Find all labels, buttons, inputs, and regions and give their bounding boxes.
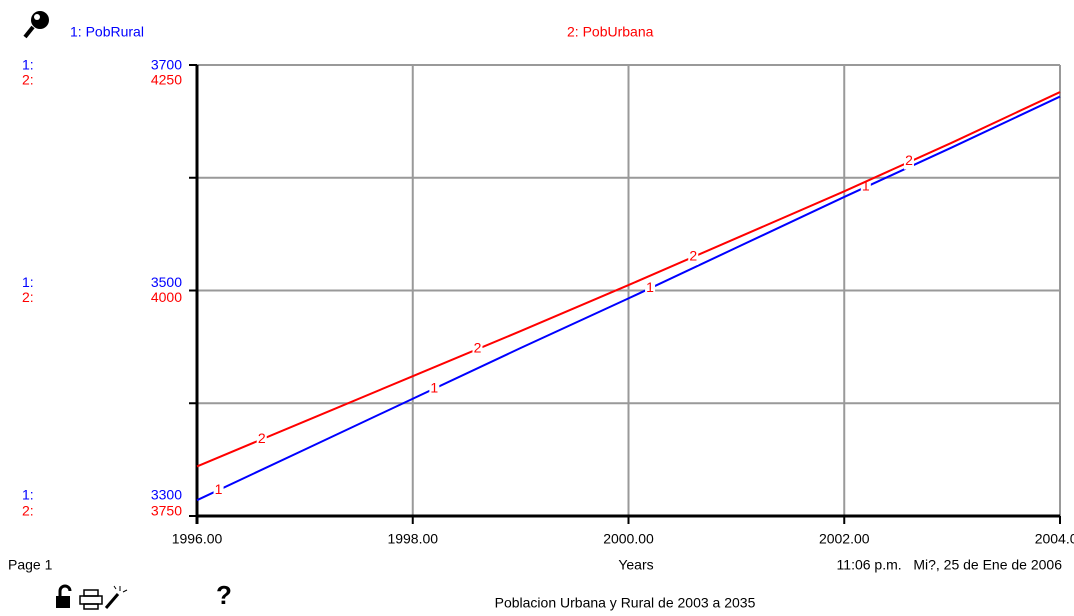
marker-bg: [256, 431, 267, 448]
marker-bg: [429, 380, 440, 397]
marker-bg: [645, 280, 656, 297]
x-tick-label: 1998.00: [387, 531, 438, 547]
marker-bg: [688, 248, 699, 265]
page-label: Page 1: [8, 557, 53, 573]
y2-tick-label: 4250: [151, 72, 182, 88]
series-marker: 2: [905, 152, 913, 168]
marker-bg: [472, 340, 483, 357]
legend-entry: 2: PobUrbana: [567, 24, 654, 40]
wand-icon[interactable]: [104, 585, 128, 609]
y-tick-label: 3500: [151, 274, 182, 290]
axis-tag: 1:: [22, 487, 34, 503]
y-tick-label: 3300: [151, 487, 182, 503]
series-marker: 2: [474, 340, 482, 356]
magnifier-icon[interactable]: [23, 11, 49, 39]
series-marker: 1: [430, 379, 438, 395]
x-tick-label: 1996.00: [172, 531, 223, 547]
series-marker: 1: [215, 481, 223, 497]
x-tick-label: 2000.00: [603, 531, 654, 547]
marker-bg: [903, 153, 914, 170]
axis-tag: 2:: [22, 503, 34, 519]
series-line: [196, 91, 1061, 468]
x-tick-label: 2002.00: [819, 531, 870, 547]
legend-entry: 1: PobRural: [70, 24, 144, 40]
footer-title: Poblacion Urbana y Rural de 2003 a 2035: [495, 595, 756, 611]
y2-tick-label: 4000: [151, 289, 182, 305]
marker-bg: [213, 482, 224, 499]
timestamp: 11:06 p.m. Mi?, 25 de Ene de 2006: [837, 557, 1063, 573]
series-marker: 1: [646, 279, 654, 295]
axis-tag: 1:: [22, 57, 34, 73]
series-marker: 2: [689, 248, 697, 264]
help-icon[interactable]: ?: [216, 580, 232, 610]
x-axis-label: Years: [618, 557, 653, 573]
lock-icon[interactable]: [56, 584, 72, 608]
marker-bg: [860, 178, 871, 195]
axis-tag: 1:: [22, 274, 34, 290]
y-tick-label: 3700: [151, 57, 182, 73]
axis-tag: 2:: [22, 289, 34, 305]
x-tick-label: 2004.00: [1035, 531, 1074, 547]
series-marker: 2: [258, 430, 266, 446]
y2-tick-label: 3750: [151, 503, 182, 519]
print-icon[interactable]: [79, 589, 103, 610]
series-line: [196, 95, 1061, 502]
series-marker: 1: [862, 178, 870, 194]
axis-tag: 2:: [22, 72, 34, 88]
